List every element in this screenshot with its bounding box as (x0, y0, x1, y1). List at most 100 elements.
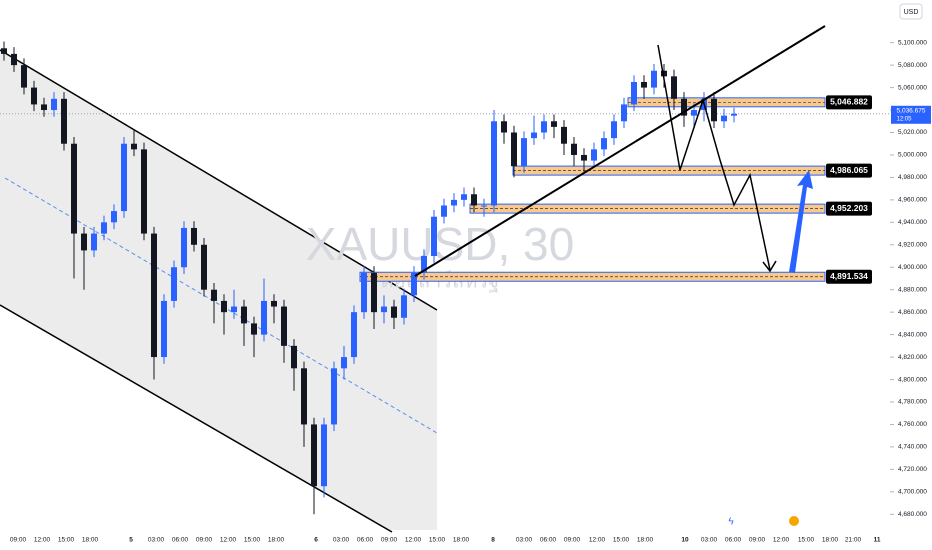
candle-body (151, 233, 157, 358)
level-label: 5,046.882 (830, 97, 868, 107)
y-tick-label: 4,840.000 (898, 331, 927, 338)
level-tag (826, 95, 872, 110)
candle-body (361, 272, 367, 313)
candle-body (211, 289, 217, 301)
candle-body (461, 194, 467, 200)
candle-body (371, 272, 377, 313)
x-tick-label: 03:00 (148, 537, 165, 544)
x-tick-label: 18:00 (637, 537, 654, 544)
candle-body (451, 199, 457, 206)
y-tick-label: 4,680.000 (898, 511, 927, 518)
candle-body (341, 357, 347, 369)
candle-body (21, 65, 27, 88)
candle-body (671, 76, 677, 99)
y-tick-label: 4,780.000 (898, 399, 927, 406)
candle-body (101, 222, 107, 234)
candle-body (661, 70, 667, 77)
y-tick-label: 4,940.000 (898, 219, 927, 226)
y-tick-label: 4,900.000 (898, 264, 927, 271)
candle-body (351, 312, 357, 358)
candle-body (561, 126, 567, 144)
x-tick-label: 11 (874, 537, 881, 544)
x-tick-label: 12:00 (220, 537, 237, 544)
candle-body (641, 81, 647, 88)
level-label: 4,952.203 (830, 203, 868, 213)
x-tick-label: 12:00 (34, 537, 51, 544)
candle-body (11, 53, 17, 66)
y-tick-label: 4,800.000 (898, 376, 927, 383)
y-tick-label: 4,740.000 (898, 444, 927, 451)
candle-body (411, 272, 417, 296)
y-tick-label: 4,880.000 (898, 286, 927, 293)
x-tick-label: 18:00 (453, 537, 470, 544)
candle-body (401, 295, 407, 318)
arrow-head (762, 260, 777, 273)
x-tick-label: 21:00 (845, 537, 862, 544)
candle-body (331, 368, 337, 425)
price-tag (891, 105, 931, 124)
candle-body (271, 300, 277, 307)
x-tick-label: 5 (129, 537, 133, 544)
candle-body (111, 211, 117, 223)
x-tick-label: 06:00 (172, 537, 189, 544)
candle-body (541, 121, 547, 133)
y-tick-label: 5,000.000 (898, 152, 927, 159)
candle-body (51, 98, 57, 111)
event-icon[interactable]: ϟ (728, 517, 734, 528)
y-tick-label: 5,060.000 (898, 84, 927, 91)
x-tick-label: 09:00 (749, 537, 766, 544)
y-tick-label: 4,700.000 (898, 489, 927, 496)
candle-body (321, 424, 327, 487)
currency-box[interactable] (899, 3, 923, 20)
candle-body (711, 98, 717, 122)
x-tick-label: 09:00 (10, 537, 27, 544)
event-icon[interactable] (789, 516, 799, 526)
level-tag (826, 163, 872, 178)
candle-body (301, 368, 307, 425)
x-tick-label: 8 (491, 537, 495, 544)
y-tick-label: 4,860.000 (898, 309, 927, 316)
candle-body (191, 227, 197, 245)
y-tick-label: 4,960.000 (898, 197, 927, 204)
candle-body (31, 87, 37, 105)
trend-line (414, 25, 826, 277)
x-tick-label: 06:00 (357, 537, 374, 544)
x-tick-label: 06:00 (540, 537, 557, 544)
x-tick-label: 18:00 (82, 537, 99, 544)
y-tick-label: 4,760.000 (898, 421, 927, 428)
x-tick-label: 10 (681, 537, 689, 544)
channel-fill (0, 50, 437, 530)
candle-body (571, 143, 577, 155)
countdown: 12:05 (896, 116, 912, 122)
y-tick-label: 4,820.000 (898, 354, 927, 361)
x-tick-label: 15:00 (58, 537, 75, 544)
candle-body (481, 205, 487, 207)
candle-body (71, 143, 77, 234)
candle-body (201, 244, 207, 290)
channel-lower (0, 304, 393, 533)
x-tick-label: 12:00 (773, 537, 790, 544)
candle-body (521, 138, 527, 167)
candle-body (391, 306, 397, 318)
level-label: 4,891.534 (830, 271, 868, 281)
level-tag (826, 269, 872, 284)
candle-body (581, 154, 587, 161)
blue-arrow (789, 170, 813, 273)
candle-body (131, 143, 137, 150)
currency: USD (904, 9, 919, 16)
price-axis (890, 0, 932, 550)
x-tick-label: 03:00 (701, 537, 718, 544)
x-tick-label: 18:00 (268, 537, 285, 544)
y-tick-label: 5,080.000 (898, 62, 927, 69)
x-tick-label: 12:00 (589, 537, 606, 544)
candle-body (491, 121, 497, 206)
candle-body (531, 132, 537, 139)
y-tick-label: 5,100.000 (898, 39, 927, 46)
x-tick-label: 09:00 (381, 537, 398, 544)
candle-body (241, 306, 247, 324)
x-tick-label: 03:00 (516, 537, 533, 544)
x-tick-label: 12:00 (405, 537, 422, 544)
candle-body (261, 300, 267, 335)
candle-body (501, 121, 507, 133)
